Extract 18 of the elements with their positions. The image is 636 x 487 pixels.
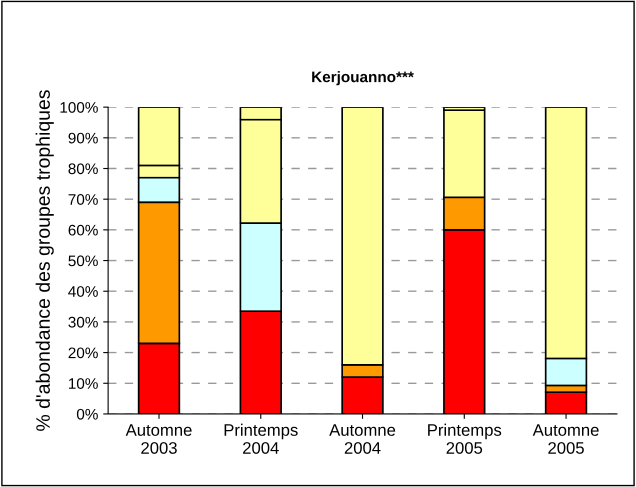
chart-title: Kerjouanno*** — [312, 71, 414, 86]
x-tick-label: Automne 2003 — [126, 424, 192, 454]
y-tick-label: 20% — [68, 347, 98, 358]
y-tick-label: 60% — [68, 224, 98, 236]
y-tick-label: 50% — [68, 255, 98, 266]
y-tick-label: 30% — [68, 316, 98, 328]
x-tick-label: Automne 2005 — [532, 424, 599, 454]
x-tick-label: Printemps 2005 — [428, 424, 502, 454]
x-tick-label: Printemps 2004 — [224, 424, 298, 454]
y-tick-label: 100% — [60, 102, 98, 113]
y-axis-title: % d'abondance des groupes trophiques — [36, 90, 54, 431]
y-tick-label: 70% — [68, 194, 98, 205]
y-tick-label: 80% — [68, 163, 98, 174]
y-tick-label: 40% — [68, 286, 98, 297]
y-tick-label: 10% — [68, 378, 98, 389]
y-tick-label: 90% — [68, 132, 98, 144]
x-tick-label: Automne 2004 — [329, 424, 396, 454]
y-tick-label: 0% — [76, 408, 98, 420]
